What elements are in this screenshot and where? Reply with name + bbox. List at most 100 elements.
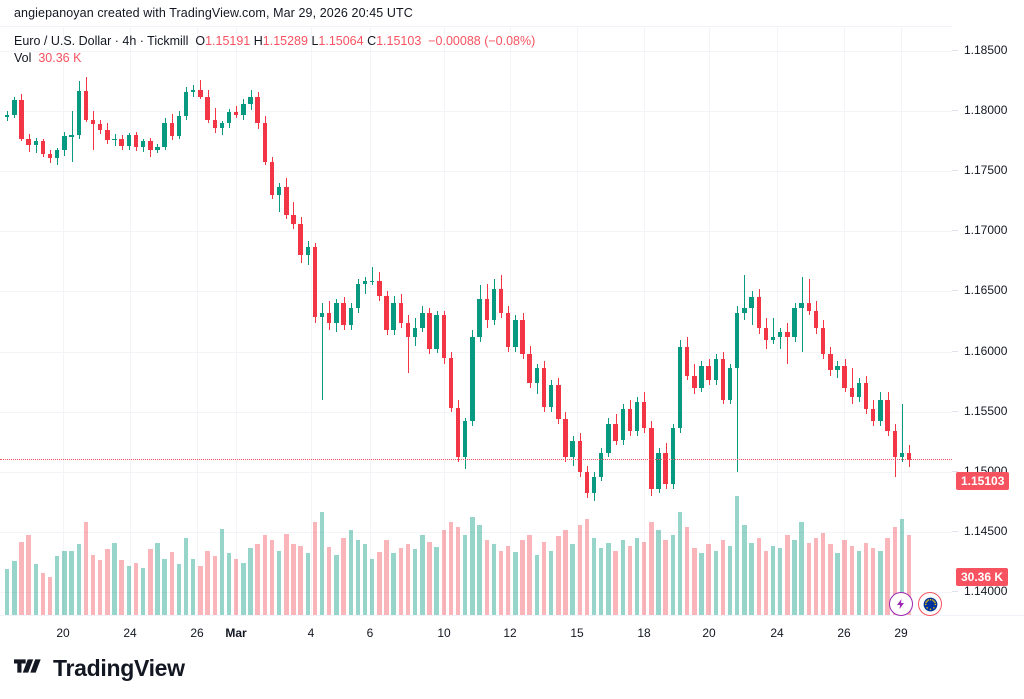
candle-body bbox=[713, 358, 718, 381]
grid-line-vertical bbox=[844, 27, 845, 616]
price-axis[interactable]: 1.18500 1.18000 1.17500 1.17000 1.16500 1.160… bbox=[952, 26, 1024, 615]
candle-wick bbox=[802, 277, 803, 352]
volume-bar bbox=[269, 540, 275, 616]
volume-bar bbox=[233, 558, 239, 616]
volume-bar bbox=[634, 537, 640, 616]
candle-body bbox=[384, 296, 389, 330]
grid-line-vertical bbox=[510, 27, 511, 616]
volume-bar bbox=[305, 553, 310, 616]
volume-bar bbox=[777, 548, 783, 616]
volume-bar bbox=[477, 524, 482, 616]
candle-body bbox=[133, 135, 139, 148]
time-tick-label: 12 bbox=[503, 626, 517, 640]
volume-bar bbox=[706, 544, 711, 616]
candle-body bbox=[140, 141, 146, 148]
candle-wick bbox=[737, 305, 738, 472]
candle-body bbox=[627, 409, 633, 431]
candle-body bbox=[735, 313, 740, 369]
candle-wick bbox=[780, 327, 781, 350]
volume-bar bbox=[906, 535, 912, 616]
candle-body bbox=[105, 130, 110, 140]
candle-body bbox=[298, 224, 303, 256]
volume-bar bbox=[613, 550, 618, 616]
volume-bar bbox=[620, 540, 625, 616]
grid-line-vertical bbox=[197, 27, 198, 616]
volume-bar bbox=[878, 550, 883, 616]
candle-body bbox=[355, 284, 361, 309]
candle-body bbox=[398, 303, 404, 323]
candle-body bbox=[169, 123, 174, 137]
candle-body bbox=[33, 141, 38, 145]
chart-badge-group[interactable] bbox=[889, 592, 942, 616]
volume-bar bbox=[684, 527, 690, 616]
price-tick-mark bbox=[952, 530, 958, 532]
candle-body bbox=[906, 452, 912, 460]
candle-body bbox=[19, 100, 24, 139]
volume-bar bbox=[677, 511, 683, 616]
volume-bar bbox=[19, 541, 24, 616]
volume-bar bbox=[26, 535, 31, 616]
volume-bar bbox=[155, 542, 160, 616]
volume-bar bbox=[656, 529, 661, 616]
candle-body bbox=[255, 96, 260, 124]
volume-bar bbox=[563, 529, 568, 616]
volume-bar bbox=[670, 535, 676, 616]
candle-body bbox=[763, 327, 769, 340]
candle-body bbox=[198, 89, 203, 97]
volume-bar bbox=[856, 550, 862, 616]
candle-body bbox=[892, 430, 897, 458]
candle-body bbox=[291, 214, 296, 225]
candle-body bbox=[505, 313, 511, 347]
volume-bar bbox=[742, 524, 747, 616]
volume-bar bbox=[513, 552, 518, 616]
time-tick-label: 20 bbox=[702, 626, 716, 640]
legend-interval[interactable]: 4h bbox=[122, 34, 137, 48]
candle-body bbox=[491, 289, 497, 321]
candle-body bbox=[663, 452, 668, 484]
candle-body bbox=[405, 322, 411, 338]
eu-flag-icon[interactable] bbox=[918, 592, 942, 616]
candle-body bbox=[441, 315, 446, 358]
candle-body bbox=[849, 387, 854, 398]
candle-body bbox=[548, 385, 554, 407]
candle-body bbox=[26, 138, 31, 145]
lightning-bolt-icon[interactable] bbox=[889, 592, 913, 616]
candle-body bbox=[777, 332, 783, 338]
candle-body bbox=[312, 246, 318, 317]
candle-wick bbox=[809, 279, 810, 316]
price-tick-mark bbox=[952, 410, 958, 412]
candle-body bbox=[219, 123, 225, 128]
legend-symbol[interactable]: Euro / U.S. Dollar bbox=[14, 34, 112, 48]
volume-bar bbox=[248, 548, 253, 616]
tradingview-wordmark: TradingView bbox=[53, 655, 185, 681]
candle-body bbox=[649, 428, 654, 489]
volume-bar bbox=[348, 529, 353, 616]
volume-bar bbox=[427, 541, 432, 616]
volume-bar bbox=[76, 544, 81, 616]
candle-wick bbox=[200, 79, 201, 100]
candle-body bbox=[720, 358, 726, 400]
candle-body bbox=[756, 297, 761, 328]
price-tick-mark bbox=[952, 170, 958, 172]
volume-bar bbox=[384, 540, 389, 616]
tradingview-footer[interactable]: TradingView bbox=[14, 655, 185, 682]
candle-body bbox=[241, 103, 246, 115]
grid-line-horizontal bbox=[0, 351, 952, 353]
volume-bar bbox=[362, 544, 368, 616]
time-axis[interactable]: 20 24 26 Mar 4 6 10 12 15 18 20 24 26 29 bbox=[0, 615, 953, 650]
candle-body bbox=[534, 368, 540, 383]
legend-open-label: O bbox=[195, 34, 206, 48]
candle-body bbox=[269, 161, 275, 196]
chart-legend[interactable]: Euro / U.S. Dollar · 4h · Tickmill O1.15… bbox=[14, 33, 535, 66]
time-tick-label: 29 bbox=[894, 626, 908, 640]
candle-body bbox=[119, 138, 124, 146]
candle-body bbox=[305, 246, 310, 256]
candle-body bbox=[391, 303, 396, 330]
volume-bar bbox=[319, 511, 325, 616]
candle-body bbox=[620, 409, 625, 441]
legend-broker[interactable]: Tickmill bbox=[147, 34, 189, 48]
legend-high-label: H bbox=[253, 34, 263, 48]
chart-canvas[interactable] bbox=[0, 26, 953, 616]
price-tick-label: 1.16000 bbox=[964, 343, 1008, 358]
volume-bar bbox=[892, 527, 897, 616]
